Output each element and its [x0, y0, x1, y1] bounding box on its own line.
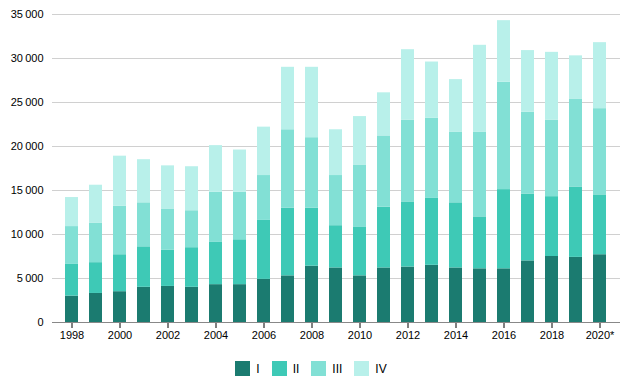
svg-text:20 000: 20 000 [11, 140, 44, 152]
svg-text:15 000: 15 000 [11, 184, 44, 196]
svg-text:2008: 2008 [300, 329, 324, 341]
svg-text:2010: 2010 [348, 329, 372, 341]
svg-text:10 000: 10 000 [11, 228, 44, 240]
svg-text:2016: 2016 [492, 329, 516, 341]
svg-text:2018: 2018 [540, 329, 564, 341]
svg-text:2004: 2004 [204, 329, 228, 341]
html-text:III: III [332, 361, 343, 376]
svg-text:2006: 2006 [252, 329, 276, 341]
svg-text:2020*: 2020* [586, 329, 615, 341]
svg-text:25 000: 25 000 [11, 96, 44, 108]
svg-text:30 000: 30 000 [11, 52, 44, 64]
html-text:II: II [292, 361, 300, 376]
svg-text:2002: 2002 [156, 329, 180, 341]
svg-text:5 000: 5 000 [17, 272, 44, 284]
svg-text:2014: 2014 [444, 329, 468, 341]
svg-text:0: 0 [37, 316, 43, 328]
html-text:IV: IV [375, 361, 387, 376]
svg-text:2000: 2000 [108, 329, 132, 341]
svg-text:1998: 1998 [60, 329, 84, 341]
html-text:I: I [256, 361, 260, 376]
svg-text:2012: 2012 [396, 329, 420, 341]
svg-text:35 000: 35 000 [11, 8, 44, 20]
